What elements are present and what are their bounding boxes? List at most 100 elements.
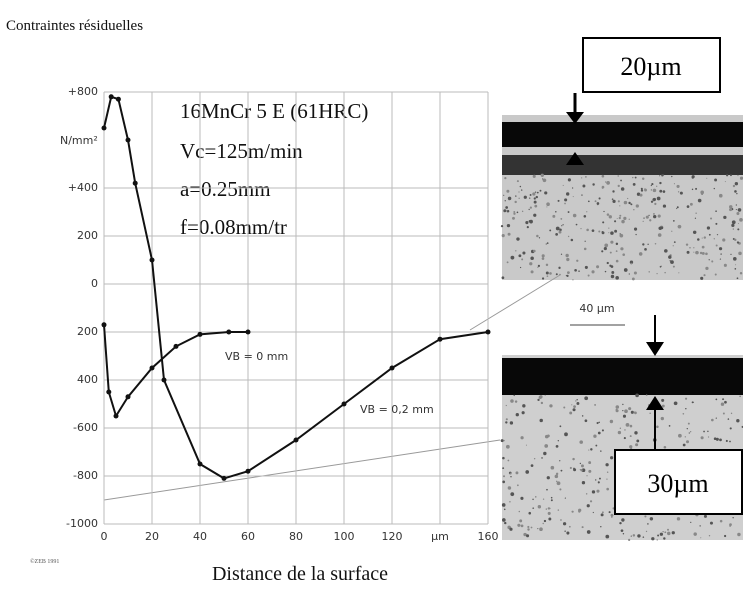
speckle bbox=[715, 210, 717, 213]
speckle bbox=[542, 522, 544, 525]
speckle bbox=[656, 539, 658, 541]
speckle bbox=[730, 253, 732, 256]
speckle bbox=[630, 203, 633, 206]
speckle bbox=[656, 425, 659, 429]
speckle bbox=[562, 224, 564, 226]
speckle bbox=[594, 404, 596, 406]
speckle bbox=[628, 201, 631, 205]
speckle bbox=[515, 250, 517, 252]
speckle bbox=[548, 517, 552, 521]
speckle bbox=[690, 521, 692, 523]
point bbox=[125, 137, 131, 143]
speckle bbox=[617, 175, 619, 177]
y-tick-label: -1000 bbox=[66, 517, 98, 530]
speckle bbox=[718, 247, 723, 251]
speckle bbox=[588, 449, 590, 451]
speckle bbox=[576, 398, 578, 401]
speckle bbox=[656, 185, 658, 187]
speckle bbox=[566, 257, 570, 262]
speckle bbox=[560, 218, 563, 220]
layer bbox=[502, 358, 743, 395]
speckle bbox=[636, 192, 641, 196]
speckle bbox=[537, 266, 539, 268]
speckle bbox=[629, 435, 632, 438]
arrow-head bbox=[566, 152, 584, 165]
x-tick-label: 0 bbox=[101, 530, 108, 543]
speckle bbox=[514, 200, 517, 204]
speckle bbox=[731, 223, 735, 228]
speckle bbox=[687, 422, 690, 425]
speckle bbox=[546, 242, 549, 244]
speckle bbox=[713, 187, 715, 190]
speckle bbox=[722, 238, 726, 242]
speckle bbox=[529, 197, 531, 199]
speckle bbox=[581, 481, 586, 485]
speckle bbox=[527, 528, 530, 531]
speckle bbox=[555, 233, 558, 236]
speckle bbox=[526, 534, 530, 538]
speckle bbox=[703, 430, 705, 433]
arrow-head bbox=[566, 112, 584, 124]
x-tick-label: 20 bbox=[145, 530, 159, 543]
speckle bbox=[620, 187, 625, 191]
speckle bbox=[630, 410, 634, 414]
speckle bbox=[694, 217, 697, 219]
speckle bbox=[610, 274, 615, 279]
speckle bbox=[530, 526, 533, 529]
speckle bbox=[645, 394, 648, 396]
speckle bbox=[671, 531, 675, 535]
speckle bbox=[601, 187, 604, 189]
scale-label: 40 µm bbox=[579, 302, 614, 315]
thickness-label: 20µm bbox=[620, 52, 681, 81]
speckle bbox=[515, 195, 517, 197]
speckle bbox=[584, 396, 589, 401]
speckle bbox=[734, 267, 737, 270]
speckle bbox=[720, 402, 725, 406]
speckle bbox=[605, 463, 609, 467]
speckle bbox=[705, 252, 708, 256]
speckle bbox=[592, 511, 594, 514]
speckle bbox=[654, 242, 657, 245]
speckle bbox=[581, 468, 586, 473]
speckle bbox=[618, 216, 621, 220]
speckle bbox=[628, 218, 630, 220]
speckle bbox=[623, 268, 628, 272]
speckle bbox=[699, 525, 701, 527]
speckle bbox=[564, 202, 566, 205]
speckle bbox=[736, 419, 740, 423]
speckle bbox=[546, 434, 550, 438]
speckle bbox=[502, 456, 505, 460]
speckle bbox=[558, 230, 562, 234]
speckle bbox=[559, 425, 562, 428]
speckle bbox=[737, 222, 739, 225]
speckle bbox=[620, 179, 622, 182]
speckle bbox=[512, 216, 515, 220]
speckle bbox=[615, 408, 618, 411]
speckle bbox=[625, 423, 630, 427]
speckle bbox=[659, 532, 664, 536]
speckle bbox=[588, 469, 592, 473]
speckle bbox=[544, 191, 548, 195]
speckle bbox=[505, 444, 510, 449]
speckle bbox=[550, 465, 555, 470]
speckle bbox=[505, 404, 507, 407]
speckle bbox=[608, 511, 611, 514]
speckle bbox=[567, 235, 570, 238]
speckle bbox=[615, 405, 620, 409]
speckle bbox=[546, 476, 550, 480]
y-tick-label: 0 bbox=[91, 277, 98, 290]
speckle bbox=[632, 534, 636, 537]
speckle bbox=[550, 496, 553, 499]
speckle bbox=[701, 237, 703, 239]
speckle bbox=[673, 241, 676, 243]
speckle bbox=[545, 243, 548, 245]
speckle bbox=[645, 215, 649, 219]
speckle bbox=[547, 511, 551, 515]
speckle bbox=[610, 513, 614, 517]
speckle bbox=[647, 243, 649, 245]
speckle bbox=[557, 199, 560, 202]
speckle bbox=[519, 266, 522, 269]
y-tick-label: +800 bbox=[68, 85, 98, 98]
speckle bbox=[693, 247, 695, 249]
speckle bbox=[521, 210, 524, 213]
